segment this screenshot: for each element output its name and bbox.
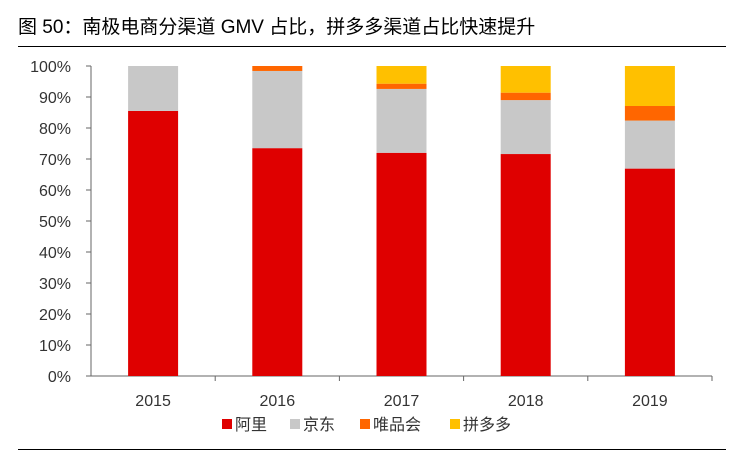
bar-2015-series-1 (128, 66, 179, 111)
bar-2016-series-2 (252, 66, 303, 71)
bar-2019-series-1 (624, 120, 675, 169)
y-tick-label: 60% (39, 183, 71, 200)
bar-2018-series-2 (500, 92, 551, 101)
legend-swatch-3 (450, 419, 460, 429)
bar-2018-series-1 (500, 100, 551, 155)
y-tick-label: 100% (30, 59, 71, 76)
bar-2017-series-0 (376, 152, 427, 376)
legend-swatch-2 (360, 419, 370, 429)
bar-2016-series-0 (252, 148, 303, 376)
chart-title: 图 50：南极电商分渠道 GMV 占比，拼多多渠道占比快速提升 (18, 17, 536, 38)
bottom-divider (18, 449, 726, 450)
y-tick-label: 90% (39, 90, 71, 107)
y-tick-label: 70% (39, 152, 71, 169)
x-tick-label: 2015 (135, 393, 171, 410)
x-tick-label: 2019 (632, 393, 668, 410)
x-tick-label: 2016 (260, 393, 296, 410)
y-tick-label: 0% (48, 369, 71, 386)
bar-2017-series-2 (376, 83, 427, 89)
bar-2019-series-3 (624, 66, 675, 106)
y-tick-label: 20% (39, 307, 71, 324)
x-tick-label: 2018 (508, 393, 544, 410)
y-tick-label: 80% (39, 121, 71, 138)
bar-2019-series-2 (624, 105, 675, 121)
legend-label-1: 京东 (303, 416, 335, 434)
title-divider (18, 46, 726, 47)
bar-2016-series-1 (252, 70, 303, 149)
legend-label-0: 阿里 (235, 416, 267, 434)
y-tick-label: 10% (39, 338, 71, 355)
legend-label-2: 唯品会 (373, 416, 421, 434)
bar-2015-series-0 (128, 110, 179, 376)
legend-swatch-1 (290, 419, 300, 429)
x-tick-label: 2017 (384, 393, 420, 410)
y-tick-label: 30% (39, 276, 71, 293)
y-tick-label: 40% (39, 245, 71, 262)
legend-swatch-0 (222, 419, 232, 429)
bar-2018-series-0 (500, 154, 551, 376)
bar-2017-series-3 (376, 66, 427, 84)
legend-label-3: 拼多多 (463, 416, 511, 434)
bar-2018-series-3 (500, 66, 551, 93)
bar-2019-series-0 (624, 168, 675, 376)
bar-2017-series-1 (376, 88, 427, 153)
y-tick-label: 50% (39, 214, 71, 231)
